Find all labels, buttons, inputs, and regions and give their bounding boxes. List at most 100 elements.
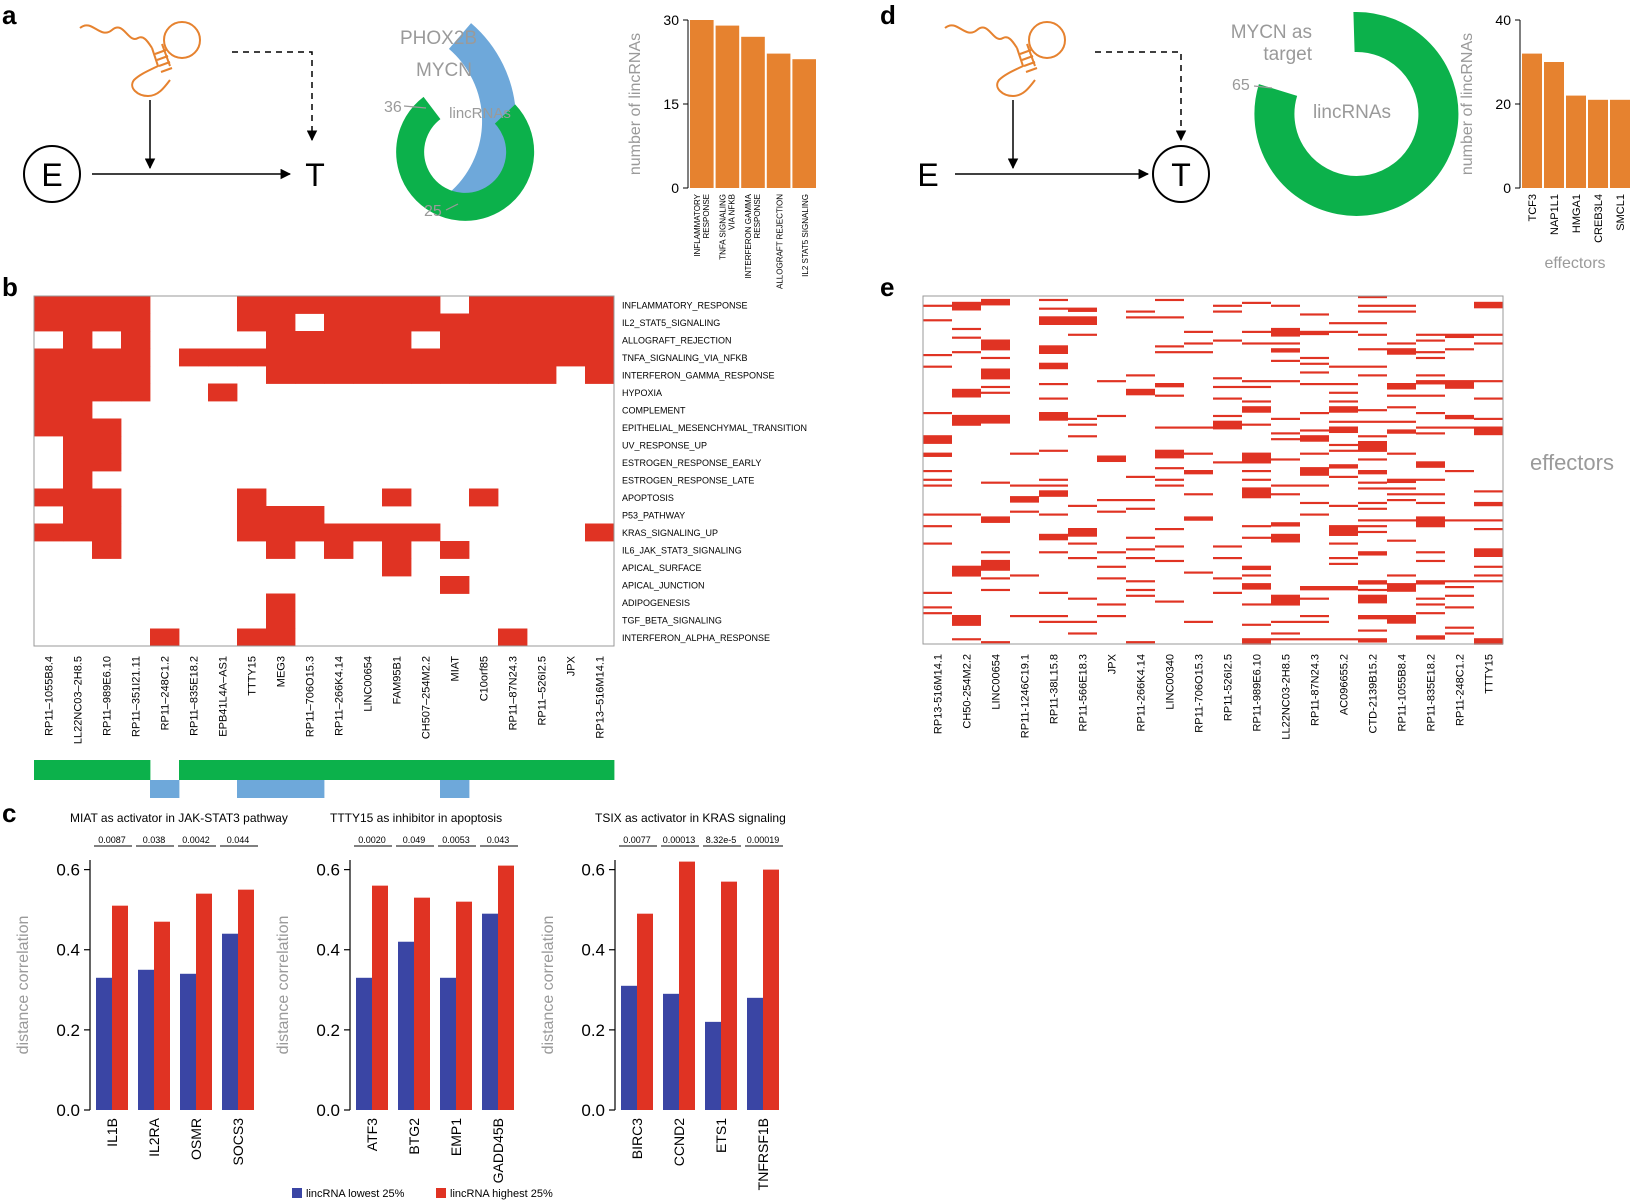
heatmap-cell (1416, 501, 1445, 505)
heatmap-cell (1329, 464, 1358, 469)
bar-high-gadd45b (498, 865, 514, 1110)
heatmap-cell (1097, 615, 1126, 618)
y-tick-label: 0.6 (581, 861, 605, 880)
x-tick-label: OSMR (188, 1118, 204, 1160)
heatmap-cell (585, 348, 615, 367)
heatmap-cell (1300, 383, 1329, 386)
panel-label-d: d (880, 0, 896, 30)
heatmap-cell (1474, 333, 1503, 336)
heatmap-cell (63, 366, 93, 384)
heatmap-cell (353, 331, 383, 349)
bar-low-ccnd2 (663, 993, 679, 1110)
heatmap-cell (498, 296, 528, 314)
heatmap-border (33, 295, 615, 647)
heatmap-cell (1387, 615, 1416, 624)
heatmap-cell (121, 366, 151, 384)
heatmap-cell (1416, 356, 1445, 360)
heatmap-cell (1213, 304, 1242, 307)
y-tick-label: 20 (1495, 96, 1511, 112)
heatmap-cell (1039, 490, 1068, 497)
heatmap-cell (585, 331, 615, 349)
heatmap-cell (121, 348, 151, 367)
heatmap-cell (1358, 594, 1387, 604)
heatmap-cell (1387, 348, 1416, 355)
mycn-target-strip (440, 760, 470, 780)
heatmap-cell (1329, 443, 1358, 447)
heatmap-cell (440, 331, 470, 349)
heatmap-cell (1329, 406, 1358, 413)
heatmap-cell (1358, 580, 1387, 585)
heatmap-cell (527, 313, 557, 332)
heatmap-cell (1300, 513, 1329, 516)
heatmap-cell (952, 638, 981, 641)
heatmap-cell (1416, 597, 1445, 600)
y-tick-label: 0.6 (56, 861, 80, 880)
column-label: RP11-835E18.2 (1426, 654, 1438, 731)
heatmap-cell (952, 327, 981, 331)
heatmap-cell (266, 296, 296, 314)
heatmap-cell (1242, 536, 1271, 539)
heatmap-cell (1213, 377, 1242, 380)
bar-high-ets1 (721, 881, 737, 1110)
heatmap-cell (1097, 499, 1126, 502)
column-label: RP11–351I21.11 (131, 656, 143, 737)
heatmap-cell (237, 628, 267, 647)
chart-title: TTTY15 as inhibitor in apoptosis (330, 811, 502, 825)
heatmap-cell (63, 488, 93, 507)
heatmap-cell (237, 296, 267, 314)
heatmap-cell (63, 506, 93, 524)
heatmap-cell (1242, 330, 1271, 333)
phox2b-count-leader (445, 203, 459, 211)
heatmap-cell (1126, 316, 1155, 319)
heatmap-cell (1068, 542, 1097, 545)
y-tick-label: 0 (671, 180, 679, 196)
heatmap-cell (1300, 615, 1329, 618)
heatmap-cell (981, 559, 1010, 571)
heatmap-cell (1039, 397, 1068, 400)
heatmap-cell (1184, 342, 1213, 345)
column-label: RP11-1246C19.1 (1020, 654, 1032, 738)
heatmap-cell (1271, 342, 1300, 345)
heatmap-cell (1416, 551, 1445, 554)
heatmap-cell (1416, 461, 1445, 468)
heatmap-cell (1358, 374, 1387, 377)
column-label: RP11–526I2.5 (537, 656, 549, 726)
heatmap-cell (1155, 316, 1184, 319)
heatmap-cell (1271, 493, 1300, 496)
heatmap-cell (440, 576, 470, 594)
bar-low-il1b (96, 977, 112, 1110)
heatmap-cell (1474, 301, 1503, 309)
heatmap-cell (324, 366, 354, 384)
heatmap-cell (1039, 307, 1068, 310)
heatmap-cell (1097, 510, 1126, 513)
heatmap-cell (1300, 638, 1329, 641)
heatmap-cell (1126, 499, 1155, 502)
x-tick-label-line: TNFA SIGNALING (718, 194, 727, 260)
column-label: LL22NC03–2H8.5 (73, 656, 85, 744)
heatmap-cell (1242, 487, 1271, 499)
heatmap-cell (92, 418, 122, 437)
heatmap-cell (1039, 513, 1068, 516)
mycn-ring (396, 96, 535, 221)
mycn-target-strip (63, 760, 93, 780)
bar-high-ccnd2 (679, 861, 695, 1110)
heatmap-cell (1300, 467, 1329, 476)
heatmap-cell (382, 313, 412, 332)
dashed-arrow-lincrna-to-t (232, 51, 318, 142)
heatmap-cell (63, 523, 93, 542)
heatmap-cell (1039, 591, 1068, 594)
heatmap-cell (1474, 490, 1503, 493)
heatmap-cell (469, 348, 499, 367)
heatmap-cell (324, 296, 354, 314)
mycn-target-count: 65 (1232, 77, 1250, 94)
heatmap-cell (1242, 603, 1271, 606)
heatmap-cell (1387, 493, 1416, 496)
node-t-circle (1152, 145, 1210, 203)
heatmap-cell (34, 383, 64, 402)
pvalue-label: 0.0053 (442, 835, 470, 845)
column-label: EPB41L4A–AS1 (218, 656, 230, 737)
heatmap-cell (1329, 586, 1358, 591)
heatmap-cell (1126, 594, 1155, 597)
x-tick-label: INFLAMMATORYRESPONSE (693, 193, 711, 256)
mycn-target-strip (527, 760, 557, 780)
